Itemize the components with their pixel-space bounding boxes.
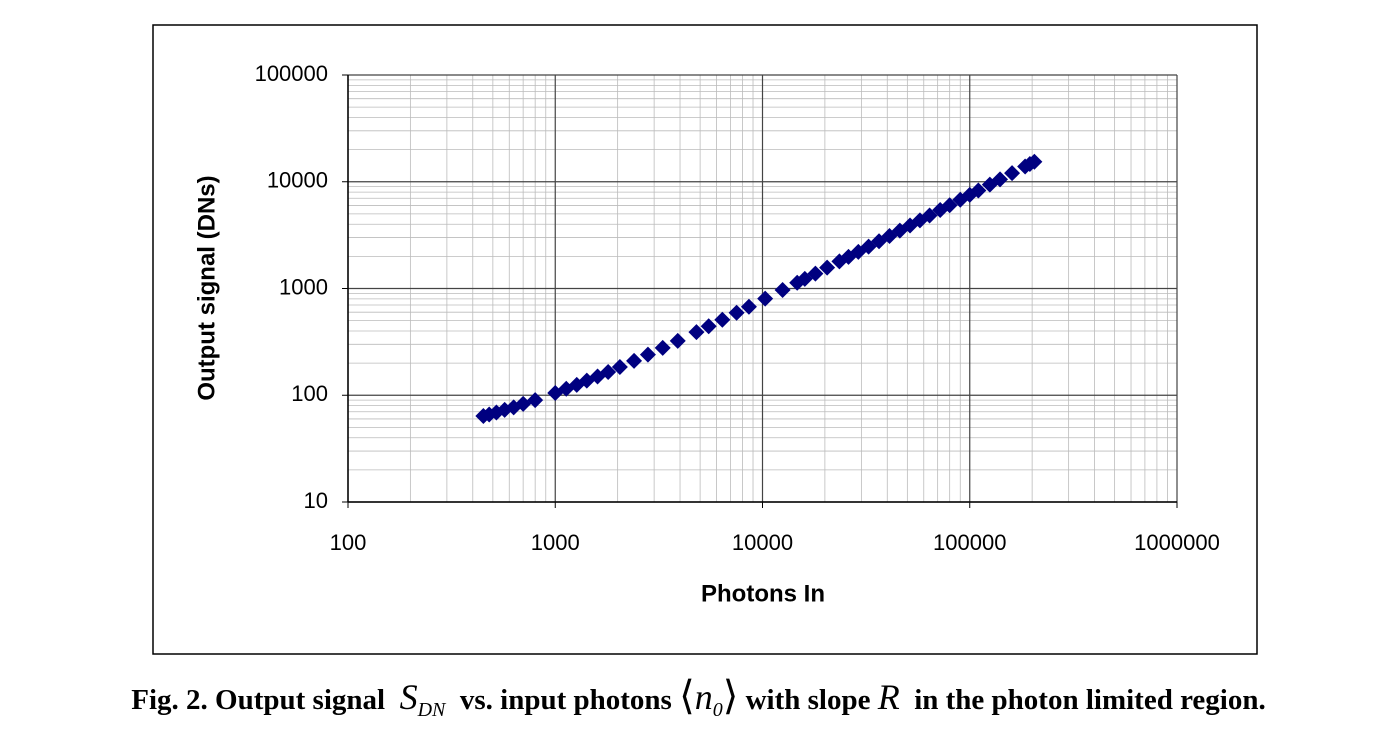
caption-bracket: ⟨ xyxy=(679,673,695,718)
caption-symbol: R xyxy=(877,677,900,717)
data-point xyxy=(728,304,745,321)
data-point xyxy=(970,182,987,199)
x-tick-label: 100 xyxy=(330,530,367,555)
x-tick-label: 100000 xyxy=(933,530,1006,555)
y-tick-label: 1000 xyxy=(279,274,328,299)
x-tick-label: 1000000 xyxy=(1134,530,1220,555)
caption-subscript: DN xyxy=(417,698,446,721)
data-point xyxy=(527,392,544,409)
data-point xyxy=(1004,165,1021,182)
data-point xyxy=(819,259,836,276)
data-point xyxy=(700,318,717,335)
data-point xyxy=(688,324,705,341)
data-point xyxy=(807,265,824,282)
caption-bracket: ⟩ xyxy=(722,673,739,718)
data-point xyxy=(774,282,791,299)
data-point xyxy=(669,332,686,349)
data-point xyxy=(496,401,513,418)
data-point xyxy=(714,311,731,328)
caption-text: in the photon limited region. xyxy=(914,684,1266,716)
caption-symbol: n xyxy=(694,677,713,717)
chart-frame xyxy=(152,24,1258,655)
y-axis-title: Output signal (DNs) xyxy=(193,175,220,400)
data-point xyxy=(515,395,532,412)
y-tick-label: 100 xyxy=(291,381,328,406)
data-point xyxy=(941,197,958,214)
data-point xyxy=(992,171,1009,188)
caption-text: with slope xyxy=(745,684,871,716)
y-tick-label: 10 xyxy=(304,488,328,513)
caption-text: Fig. 2. Output signal xyxy=(131,684,386,716)
data-point xyxy=(611,358,628,375)
data-point xyxy=(626,352,643,369)
y-tick-label: 100000 xyxy=(255,61,328,86)
caption-symbol: S xyxy=(399,677,418,717)
chart: Photons In Output signal (DNs) 100 1000 10… xyxy=(152,24,1258,655)
caption-text: vs. input photons xyxy=(459,684,672,716)
x-axis-title: Photons In xyxy=(701,580,825,607)
data-point xyxy=(921,207,938,224)
caption-subscript: 0 xyxy=(712,698,723,721)
x-tick-label: 10000 xyxy=(732,530,793,555)
caption: Fig. 2. Output signal SDN vs. input phot… xyxy=(0,672,1397,722)
data-point xyxy=(740,298,757,315)
data-point xyxy=(757,290,774,307)
data-point xyxy=(639,346,656,363)
y-tick-label: 10000 xyxy=(267,168,328,193)
data-point xyxy=(600,364,617,381)
data-point xyxy=(1026,153,1043,170)
x-tick-label: 1000 xyxy=(531,530,580,555)
data-point xyxy=(654,339,671,356)
